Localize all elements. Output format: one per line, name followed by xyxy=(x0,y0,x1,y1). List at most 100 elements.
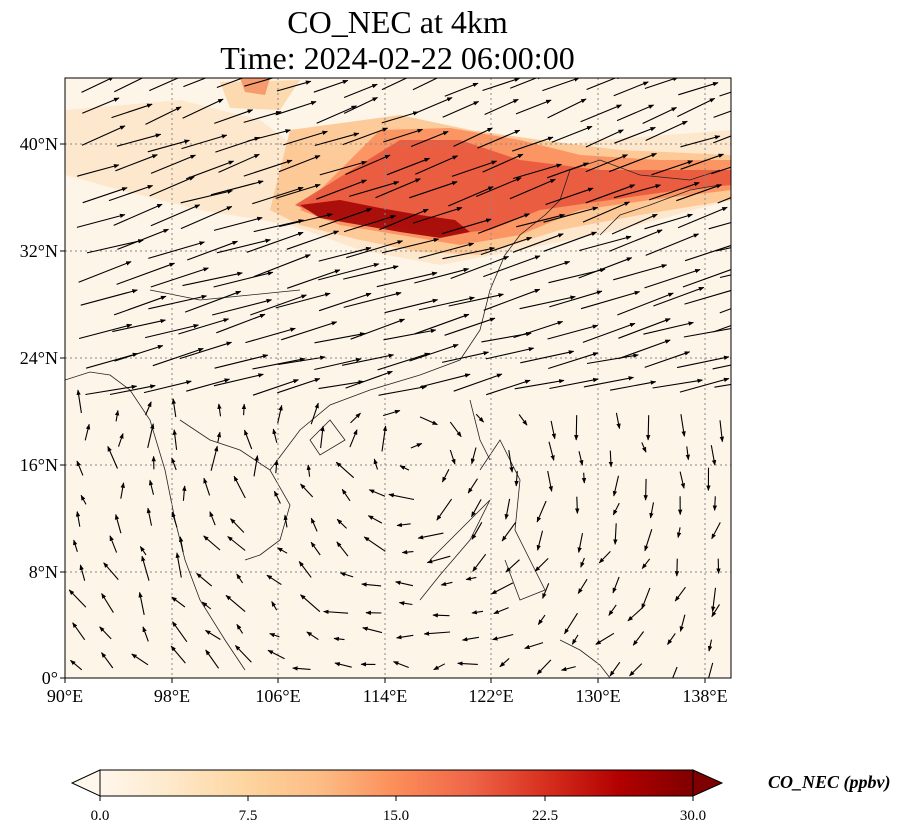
wind-vector-arrow xyxy=(450,255,510,280)
wind-vector-arrow xyxy=(149,176,195,197)
wind-vector-arrow xyxy=(441,351,490,363)
wind-vector-arrow xyxy=(210,180,264,196)
wind-vector-arrow xyxy=(392,661,409,669)
wind-vector-arrow xyxy=(379,208,429,231)
colorbar-label: CO_NEC (ppbv) xyxy=(768,772,891,792)
wind-vector-arrow xyxy=(396,522,411,528)
wind-vector-arrow xyxy=(645,233,700,256)
wind-vector-arrow xyxy=(375,178,421,199)
wind-vector-arrow xyxy=(477,129,521,149)
wind-vector-arrow xyxy=(499,657,510,668)
wind-vector-arrow xyxy=(583,376,635,388)
wind-vector-arrow xyxy=(80,494,87,505)
wind-vector-arrow xyxy=(292,666,311,671)
wind-vector-arrow xyxy=(586,353,639,365)
map-frame xyxy=(64,77,732,679)
wind-vector-arrow xyxy=(149,78,187,92)
colorbar-tick-label: 22.5 xyxy=(531,808,559,824)
wind-vector-arrow xyxy=(278,213,333,228)
wind-vector-arrow xyxy=(287,269,341,289)
wind-vector-arrow xyxy=(426,555,451,564)
colorbar-tick-label: 7.5 xyxy=(238,808,258,824)
wind-vector-arrow xyxy=(343,291,402,308)
wind-vector-arrow xyxy=(334,662,352,668)
colorbar-max-extension xyxy=(692,769,724,797)
wind-vector-arrow xyxy=(171,457,177,471)
wind-vector-arrow xyxy=(213,271,274,288)
wind-vector-arrow xyxy=(617,292,674,316)
wind-vector-arrow xyxy=(78,261,132,283)
wind-vector-arrow xyxy=(115,154,158,172)
wind-vector-arrow xyxy=(341,488,351,502)
wind-vector-arrow xyxy=(336,518,347,529)
lon-tick-label: 138°E xyxy=(682,686,728,706)
wind-vector-arrow xyxy=(516,213,566,228)
wind-vector-arrow xyxy=(550,420,556,440)
wind-vector-arrow xyxy=(227,536,246,551)
wind-vector-arrow xyxy=(171,596,186,608)
wind-vector-arrow xyxy=(367,515,383,524)
wind-vector-arrow xyxy=(412,78,439,91)
wind-vector-arrow xyxy=(483,288,541,311)
wind-vector-arrow xyxy=(719,308,731,314)
wind-vector-arrow xyxy=(677,206,728,229)
wind-vector-arrow xyxy=(246,231,304,253)
wind-vector-arrow xyxy=(613,184,662,199)
wind-vector-arrow xyxy=(420,373,471,388)
wind-vector-arrow xyxy=(648,182,700,201)
wind-vector-arrow xyxy=(333,636,345,642)
wind-vector-arrow xyxy=(519,295,576,310)
wind-vector-arrow xyxy=(410,130,449,148)
wind-vector-arrow xyxy=(547,324,599,340)
wind-vector-arrow xyxy=(318,246,372,262)
wind-vector-arrow xyxy=(680,414,686,437)
wind-vector-arrow xyxy=(470,447,477,465)
wind-vector-arrow xyxy=(117,228,170,250)
wind-vector-arrow xyxy=(116,262,176,285)
wind-vector-arrow xyxy=(152,347,204,367)
wind-vector-arrow xyxy=(335,461,355,479)
wind-vector-arrow xyxy=(680,153,725,170)
wind-vector-arrow xyxy=(253,455,259,477)
wind-vector-arrow xyxy=(109,384,156,396)
wind-vector-arrow xyxy=(613,81,649,97)
wind-vector-arrow xyxy=(513,320,564,339)
wind-vector-arrow xyxy=(170,645,186,664)
wind-vector-arrow xyxy=(180,205,233,230)
wind-vector-arrow xyxy=(247,129,291,142)
wind-vector-arrow xyxy=(225,594,246,613)
wind-vector-arrow xyxy=(216,78,253,89)
wind-vector-arrow xyxy=(484,98,519,116)
lon-tick-label: 98°E xyxy=(153,686,191,706)
wind-vector-arrow xyxy=(684,289,731,305)
wind-vector-arrow xyxy=(514,471,519,487)
wind-vector-arrow xyxy=(653,286,705,307)
wind-vector-arrow xyxy=(286,230,340,250)
lat-tick-label: 16°N xyxy=(19,455,58,475)
lon-tick-label: 130°E xyxy=(575,686,621,706)
wind-vector-arrow xyxy=(684,244,731,262)
wind-vector-arrow xyxy=(486,379,531,396)
wind-vector-arrow xyxy=(471,610,484,615)
wind-vector-arrow xyxy=(381,425,388,452)
wind-vector-arrow xyxy=(492,633,514,641)
wind-vector-arrow xyxy=(643,478,648,501)
wind-vector-arrow xyxy=(382,409,401,417)
wind-vector-arrow xyxy=(203,535,221,551)
wind-vector-arrow xyxy=(413,207,463,224)
wind-vector-arrow xyxy=(713,325,731,333)
wind-vector-arrow xyxy=(444,317,496,336)
wind-vector-arrow xyxy=(147,139,190,153)
wind-vector-arrow xyxy=(81,125,126,146)
wind-vector-arrow xyxy=(378,385,428,396)
wind-vector-arrow xyxy=(111,103,153,119)
wind-vector-arrow xyxy=(201,601,212,610)
wind-vector-arrow xyxy=(272,428,278,443)
wind-vector-arrow xyxy=(75,511,81,527)
wind-vector-arrow xyxy=(491,582,514,595)
colorbar xyxy=(70,769,724,801)
wind-vector-arrow xyxy=(78,323,133,340)
lon-tick-label: 106°E xyxy=(255,686,301,706)
wind-vector-arrow xyxy=(449,449,456,465)
wind-vector-arrow xyxy=(209,511,216,526)
